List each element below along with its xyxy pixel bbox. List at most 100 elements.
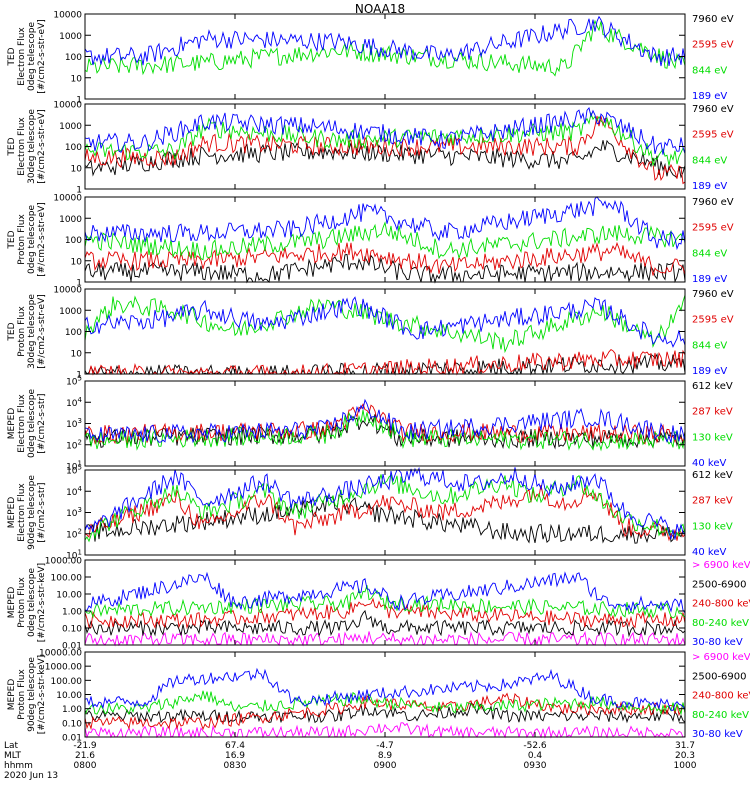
y-axis-label: Proton Flux — [17, 214, 27, 265]
footer-row-label: MLT — [4, 751, 22, 761]
footer-lat-value: 67.4 — [225, 741, 245, 751]
y-tick-label: 1 — [76, 96, 82, 106]
series-ted-proton-0deg-3 — [84, 196, 686, 251]
legend-label: 189 eV — [692, 274, 727, 285]
y-axis-label: [#/cm2-s-str-eV] — [37, 294, 47, 369]
y-tick-label: 1.00 — [62, 608, 82, 618]
y-axis-label: TED — [7, 137, 17, 156]
footer-hhmm-value: 1000 — [674, 761, 697, 771]
series-meped-electron-90deg-0 — [84, 494, 686, 544]
y-tick-label: 10 — [71, 74, 83, 84]
legend-label: 80-240 keV — [692, 618, 749, 629]
legend-label: > 6900 keV — [692, 560, 750, 571]
y-axis-label: 90deg telescope — [27, 657, 37, 732]
series-meped-electron-90deg-3 — [84, 466, 686, 540]
legend-label: 189 eV — [692, 181, 727, 192]
series-meped-proton-90deg-0 — [84, 722, 686, 739]
y-tick-label: 10 — [71, 349, 83, 359]
y-axis-label: TED — [7, 322, 17, 341]
footer-hhmm-value: 0800 — [74, 761, 97, 771]
y-axis-label: [#/cm2-s-str] — [37, 482, 47, 542]
legend-label: 40 keV — [692, 547, 726, 558]
y-tick-label: 10000 — [53, 11, 82, 21]
panel-frame — [84, 13, 686, 100]
series-meped-proton-0deg-4 — [84, 571, 686, 614]
series-ted-electron-0deg-2 — [84, 19, 686, 77]
legend-label: 2595 eV — [692, 130, 734, 141]
series-meped-proton-90deg-2 — [84, 692, 686, 731]
y-tick-label: 1000 — [59, 122, 82, 132]
footer-mlt-value: 16.9 — [225, 751, 245, 761]
y-tick-label: 10 — [71, 257, 83, 267]
y-axis-label: MEPED — [7, 497, 17, 529]
y-axis-label: [#/cm2-s-str-keV] — [37, 563, 47, 642]
y-axis-label: 0deg telescope — [27, 389, 37, 459]
figure-title: NOAA18 — [355, 2, 405, 16]
y-axis-label: 0deg telescope — [27, 205, 37, 275]
y-axis-label: MEPED — [7, 679, 17, 711]
y-axis-label: Electron Flux — [17, 394, 27, 453]
y-axis-label: 90deg telescope — [27, 475, 37, 550]
series-ted-electron-30deg-3 — [84, 107, 686, 155]
y-axis-label: 0deg telescope — [27, 22, 37, 92]
series-ted-proton-30deg-3 — [84, 296, 686, 348]
y-axis-label: Proton Flux — [17, 669, 27, 720]
y-tick-label: 102 — [66, 527, 82, 540]
y-axis-label: 0deg telescope — [27, 568, 37, 638]
legend-label: 80-240 keV — [692, 710, 749, 721]
series-meped-proton-0deg-0 — [84, 630, 686, 647]
y-axis-label: MEPED — [7, 587, 17, 619]
legend-label: 612 keV — [692, 381, 733, 392]
legend-label: 287 keV — [692, 407, 733, 418]
footer-date: 2020 Jun 13 — [4, 771, 58, 781]
legend-label: 189 eV — [692, 366, 727, 377]
series-meped-proton-0deg-3 — [84, 585, 686, 619]
y-tick-label: 100 — [65, 143, 82, 153]
y-tick-label: 0.01 — [62, 734, 82, 744]
y-tick-label: 100.00 — [51, 677, 83, 687]
y-axis-label: TED — [7, 230, 17, 249]
legend-label: 844 eV — [692, 65, 727, 76]
footer-row-label: hhmm — [4, 761, 33, 771]
legend-label: 844 eV — [692, 340, 727, 351]
panel-ted-proton-30deg: 7960 eV 2595 eV 844 eV 189 eV 10000 1000 100 10… — [7, 286, 734, 381]
y-tick-label: 100 — [65, 236, 82, 246]
y-axis-label: Proton Flux — [17, 306, 27, 357]
panel-frame — [84, 288, 686, 375]
panel-frame — [84, 380, 686, 467]
y-axis-label: Electron Flux — [17, 483, 27, 542]
footer-lat-value: -21.9 — [73, 741, 97, 751]
legend-label: 844 eV — [692, 248, 727, 259]
y-axis-label: MEPED — [7, 408, 17, 440]
y-axis-label: [#/cm2-s-str-eV] — [37, 109, 47, 184]
series-ted-proton-0deg-0 — [84, 253, 686, 284]
y-axis-label: [#/cm2-s-str-keV] — [37, 655, 47, 734]
y-tick-label: 10000 — [53, 101, 82, 111]
legend-label: 130 keV — [692, 432, 733, 443]
y-tick-label: 1000 — [59, 215, 82, 225]
series-ted-proton-0deg-2 — [84, 221, 686, 261]
y-axis-label: Electron Flux — [17, 27, 27, 86]
series-ted-electron-0deg-3 — [84, 15, 686, 67]
y-tick-label: 100 — [65, 53, 82, 63]
y-axis-label: [#/cm2-s-str] — [37, 393, 47, 453]
legend-label: > 6900 keV — [692, 652, 750, 663]
y-tick-label: 100.00 — [51, 574, 83, 584]
footer-lat-value: 31.7 — [675, 741, 695, 751]
footer-mlt-value: 21.6 — [75, 751, 95, 761]
legend-label: 7960 eV — [692, 14, 734, 25]
footer-hhmm-value: 0900 — [374, 761, 397, 771]
y-tick-label: 1000.00 — [45, 663, 82, 673]
panel-meped-proton-0deg: > 6900 keV 2500-6900 240-800 keV 80-240 keV… — [7, 557, 750, 652]
y-tick-label: 10.00 — [56, 591, 82, 601]
footer-mlt-value: 8.9 — [378, 751, 393, 761]
panel-meped-proton-90deg: > 6900 keV 2500-6900 240-800 keV 80-240 keV… — [7, 649, 750, 744]
footer-mlt-value: 0.4 — [528, 751, 543, 761]
y-tick-label: 104 — [66, 396, 82, 409]
y-tick-label: 10 — [71, 164, 83, 174]
series-ted-proton-30deg-1 — [85, 349, 686, 376]
